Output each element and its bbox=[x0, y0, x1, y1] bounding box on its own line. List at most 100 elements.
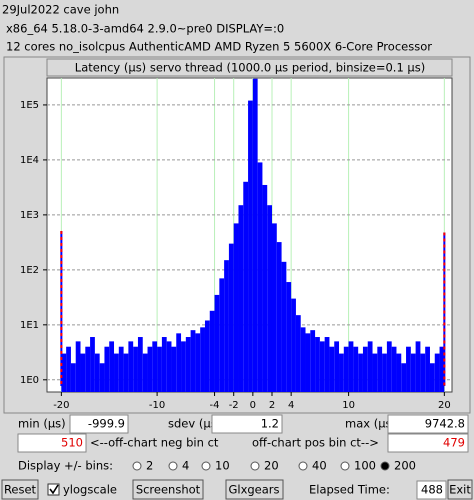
screenshot-button[interactable] bbox=[132, 479, 204, 500]
bar bbox=[420, 353, 426, 392]
bar bbox=[195, 333, 201, 392]
y-tick-label: 1E4 bbox=[20, 155, 39, 166]
bar bbox=[257, 162, 263, 392]
elapsed-field bbox=[416, 480, 447, 500]
bar bbox=[204, 320, 210, 392]
bar bbox=[190, 330, 196, 392]
bar bbox=[286, 282, 292, 392]
radio-label[interactable]: 10 bbox=[215, 459, 230, 473]
title-bar bbox=[46, 58, 453, 77]
bar bbox=[425, 346, 430, 392]
button-label[interactable]: Screenshot bbox=[136, 483, 201, 497]
bar bbox=[118, 346, 124, 392]
x-tick-label: 0 bbox=[250, 400, 256, 411]
x-tick-label: 4 bbox=[288, 400, 294, 411]
stat-label: min (µs) bbox=[18, 417, 66, 431]
offchart-value: 510 bbox=[61, 436, 83, 450]
bar bbox=[339, 353, 344, 392]
bar bbox=[305, 333, 311, 392]
stat-field bbox=[387, 414, 469, 434]
bar bbox=[161, 337, 167, 392]
radio-group: 2 4 10 20 40 100 200 bbox=[132, 459, 416, 473]
radio-button[interactable] bbox=[340, 461, 350, 471]
bar bbox=[281, 261, 287, 392]
stat-value: 1.2 bbox=[261, 417, 279, 431]
stat-value: -999.9 bbox=[88, 417, 125, 431]
bar bbox=[401, 363, 407, 392]
bar bbox=[171, 346, 177, 392]
button-label[interactable]: Glxgears bbox=[228, 483, 279, 497]
radio-label[interactable]: 100 bbox=[354, 459, 376, 473]
bar bbox=[391, 346, 397, 392]
bar bbox=[85, 346, 91, 392]
bar bbox=[66, 346, 71, 392]
stat-field bbox=[387, 433, 469, 453]
bar bbox=[90, 337, 95, 392]
radio-button[interactable] bbox=[168, 461, 178, 471]
radio-label[interactable]: 20 bbox=[264, 459, 279, 473]
x-tick-label: -10 bbox=[149, 400, 165, 411]
bar bbox=[75, 341, 81, 392]
stat-field bbox=[69, 414, 129, 434]
radio-label[interactable]: 40 bbox=[312, 459, 327, 473]
bar bbox=[353, 346, 359, 392]
bar bbox=[214, 294, 220, 392]
bar bbox=[372, 353, 378, 392]
bar bbox=[181, 341, 186, 392]
x-tick-label: -2 bbox=[229, 400, 239, 411]
bar bbox=[147, 346, 153, 392]
bar bbox=[238, 205, 244, 392]
stat-label: off-chart pos bin ct--> bbox=[252, 436, 379, 450]
stat-label: sdev (µs) bbox=[168, 417, 221, 431]
bar bbox=[267, 205, 272, 392]
radio-button[interactable] bbox=[298, 461, 308, 471]
y-tick-label: 1E0 bbox=[20, 375, 39, 386]
bar bbox=[362, 346, 368, 392]
bar bbox=[219, 278, 225, 392]
x-tick-label: 20 bbox=[438, 400, 451, 411]
ylogscale-checkbox[interactable] bbox=[47, 483, 60, 496]
radio-label[interactable]: 2 bbox=[146, 459, 153, 473]
bar bbox=[70, 363, 76, 392]
bar bbox=[114, 353, 119, 392]
bar bbox=[386, 341, 392, 392]
bar bbox=[300, 327, 306, 392]
radio-button[interactable] bbox=[201, 461, 211, 471]
y-tick-label: 1E3 bbox=[20, 210, 39, 221]
header-line: 12 cores no_isolcpus AuthenticAMD AMD Ry… bbox=[6, 40, 432, 54]
y-tick-label: 1E5 bbox=[20, 100, 39, 111]
bar bbox=[104, 346, 110, 392]
radio-button[interactable] bbox=[380, 461, 390, 471]
bar bbox=[94, 353, 100, 392]
checkmark[interactable] bbox=[49, 484, 59, 495]
radio-button[interactable] bbox=[250, 461, 260, 471]
bar bbox=[396, 353, 402, 392]
radio-button[interactable] bbox=[132, 461, 142, 471]
bar bbox=[410, 353, 416, 392]
glxgears-button[interactable] bbox=[225, 479, 284, 500]
bar bbox=[80, 353, 86, 392]
radio-label[interactable]: 200 bbox=[394, 459, 416, 473]
exit-button[interactable] bbox=[447, 479, 473, 500]
bar bbox=[123, 353, 129, 392]
bar bbox=[429, 363, 435, 392]
checkbox-label[interactable]: ylogscale bbox=[63, 483, 117, 497]
x-tick-label: 2 bbox=[269, 400, 275, 411]
bar bbox=[233, 223, 239, 392]
bar bbox=[224, 260, 229, 392]
button-label[interactable]: Exit bbox=[449, 483, 471, 497]
bar bbox=[142, 353, 148, 392]
bar bbox=[109, 341, 115, 392]
bar bbox=[99, 363, 105, 392]
stat-field bbox=[17, 433, 87, 453]
bar bbox=[310, 330, 316, 392]
reset-button[interactable] bbox=[1, 479, 39, 500]
button-label[interactable]: Reset bbox=[4, 483, 37, 497]
bar bbox=[334, 341, 340, 392]
radio-label[interactable]: 4 bbox=[182, 459, 189, 473]
x-tick-label: 10 bbox=[342, 400, 355, 411]
bar bbox=[243, 181, 249, 392]
bar bbox=[434, 353, 440, 392]
bar bbox=[367, 341, 373, 392]
